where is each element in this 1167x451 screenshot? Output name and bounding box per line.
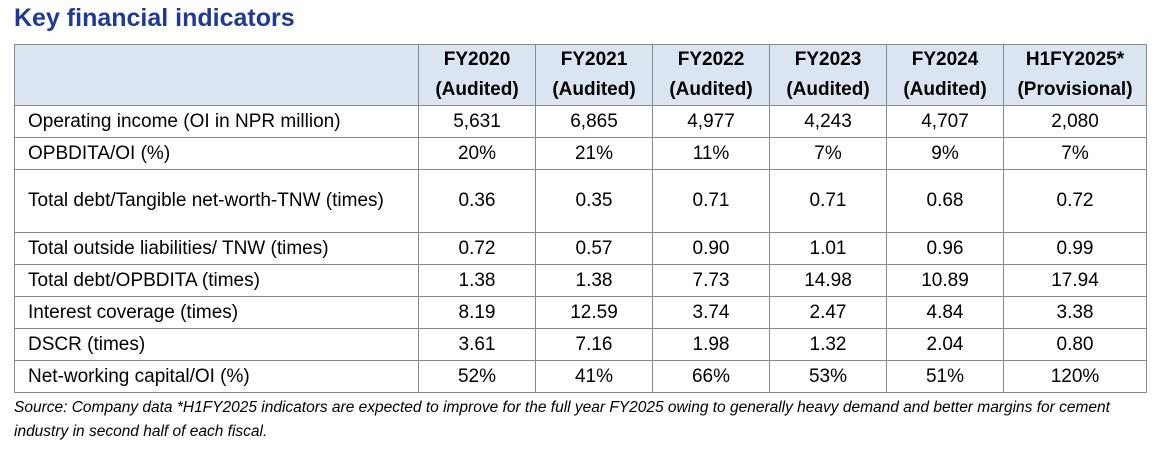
table-cell: 5,631 bbox=[418, 105, 536, 138]
table-row: OPBDITA/OI (%) 20% 21% 11% 7% 9% 7% bbox=[14, 137, 1147, 170]
table-cell: 21% bbox=[535, 137, 653, 170]
column-status: (Audited) bbox=[786, 79, 870, 100]
column-header: H1FY2025* (Provisional) bbox=[1003, 44, 1147, 106]
table-cell: 0.35 bbox=[535, 169, 653, 233]
column-status: (Provisional) bbox=[1017, 79, 1133, 100]
page-title: Key financial indicators bbox=[14, 4, 295, 32]
table-cell: 0.71 bbox=[652, 169, 770, 233]
column-header: FY2024 (Audited) bbox=[886, 44, 1004, 106]
column-year: FY2024 bbox=[911, 49, 979, 70]
table-cell: 6,865 bbox=[535, 105, 653, 138]
table-cell: 7% bbox=[1003, 137, 1147, 170]
row-label: Total outside liabilities/ TNW (times) bbox=[14, 232, 419, 265]
column-status: (Audited) bbox=[903, 79, 987, 100]
column-status: (Audited) bbox=[552, 79, 636, 100]
table-cell: 11% bbox=[652, 137, 770, 170]
table-cell: 2.04 bbox=[886, 328, 1004, 361]
table-row: Total debt/OPBDITA (times) 1.38 1.38 7.7… bbox=[14, 264, 1147, 297]
column-year: FY2022 bbox=[677, 49, 745, 70]
column-year: FY2021 bbox=[560, 49, 628, 70]
table-cell: 41% bbox=[535, 360, 653, 393]
table-cell: 4,707 bbox=[886, 105, 1004, 138]
table-cell: 9% bbox=[886, 137, 1004, 170]
column-status: (Audited) bbox=[669, 79, 753, 100]
table-cell: 0.72 bbox=[418, 232, 536, 265]
column-year: H1FY2025* bbox=[1025, 49, 1125, 70]
table-cell: 0.96 bbox=[886, 232, 1004, 265]
table-cell: 4,243 bbox=[769, 105, 887, 138]
table-cell: 1.38 bbox=[535, 264, 653, 297]
table-row: Net-working capital/OI (%) 52% 41% 66% 5… bbox=[14, 360, 1147, 393]
table-cell: 14.98 bbox=[769, 264, 887, 297]
table-cell: 66% bbox=[652, 360, 770, 393]
table-cell: 7.16 bbox=[535, 328, 653, 361]
table-cell: 17.94 bbox=[1003, 264, 1147, 297]
table-cell: 0.71 bbox=[769, 169, 887, 233]
table-cell: 1.98 bbox=[652, 328, 770, 361]
row-label: OPBDITA/OI (%) bbox=[14, 137, 419, 170]
column-status: (Audited) bbox=[435, 79, 519, 100]
table-cell: 1.01 bbox=[769, 232, 887, 265]
row-label: Total debt/OPBDITA (times) bbox=[14, 264, 419, 297]
table-cell: 12.59 bbox=[535, 296, 653, 329]
table-row: Operating income (OI in NPR million) 5,6… bbox=[14, 105, 1147, 138]
header-blank-cell bbox=[14, 44, 419, 106]
column-header: FY2023 (Audited) bbox=[769, 44, 887, 106]
row-label: Total debt/Tangible net-worth-TNW (times… bbox=[14, 169, 419, 233]
row-label: DSCR (times) bbox=[14, 328, 419, 361]
financial-indicators-table: FY2020 (Audited) FY2021 (Audited) FY2022… bbox=[14, 44, 1147, 393]
table-cell: 1.32 bbox=[769, 328, 887, 361]
row-label: Operating income (OI in NPR million) bbox=[14, 105, 419, 138]
table-cell: 1.38 bbox=[418, 264, 536, 297]
column-header: FY2020 (Audited) bbox=[418, 44, 536, 106]
row-label: Interest coverage (times) bbox=[14, 296, 419, 329]
table-cell: 2,080 bbox=[1003, 105, 1147, 138]
table-cell: 0.80 bbox=[1003, 328, 1147, 361]
source-note: Source: Company data *H1FY2025 indicator… bbox=[14, 399, 1110, 440]
table-cell: 52% bbox=[418, 360, 536, 393]
table-cell: 0.36 bbox=[418, 169, 536, 233]
table-cell: 3.74 bbox=[652, 296, 770, 329]
table-cell: 53% bbox=[769, 360, 887, 393]
table-cell: 120% bbox=[1003, 360, 1147, 393]
table-row: Interest coverage (times) 8.19 12.59 3.7… bbox=[14, 296, 1147, 329]
table-cell: 0.57 bbox=[535, 232, 653, 265]
table-cell: 8.19 bbox=[418, 296, 536, 329]
column-year: FY2023 bbox=[794, 49, 862, 70]
table-cell: 51% bbox=[886, 360, 1004, 393]
table-row: Total debt/Tangible net-worth-TNW (times… bbox=[14, 169, 1147, 233]
table-header-row: FY2020 (Audited) FY2021 (Audited) FY2022… bbox=[14, 44, 1147, 106]
table-cell: 4.84 bbox=[886, 296, 1004, 329]
table-cell: 10.89 bbox=[886, 264, 1004, 297]
table-cell: 0.68 bbox=[886, 169, 1004, 233]
table-cell: 3.61 bbox=[418, 328, 536, 361]
row-label: Net-working capital/OI (%) bbox=[14, 360, 419, 393]
table-cell: 7% bbox=[769, 137, 887, 170]
table-cell: 4,977 bbox=[652, 105, 770, 138]
table-row: Total outside liabilities/ TNW (times) 0… bbox=[14, 232, 1147, 265]
table-cell: 0.72 bbox=[1003, 169, 1147, 233]
table-cell: 0.99 bbox=[1003, 232, 1147, 265]
table-cell: 7.73 bbox=[652, 264, 770, 297]
table-cell: 0.90 bbox=[652, 232, 770, 265]
table-cell: 20% bbox=[418, 137, 536, 170]
table-row: DSCR (times) 3.61 7.16 1.98 1.32 2.04 0.… bbox=[14, 328, 1147, 361]
column-header: FY2022 (Audited) bbox=[652, 44, 770, 106]
column-header: FY2021 (Audited) bbox=[535, 44, 653, 106]
table-cell: 2.47 bbox=[769, 296, 887, 329]
table-cell: 3.38 bbox=[1003, 296, 1147, 329]
column-year: FY2020 bbox=[443, 49, 511, 70]
